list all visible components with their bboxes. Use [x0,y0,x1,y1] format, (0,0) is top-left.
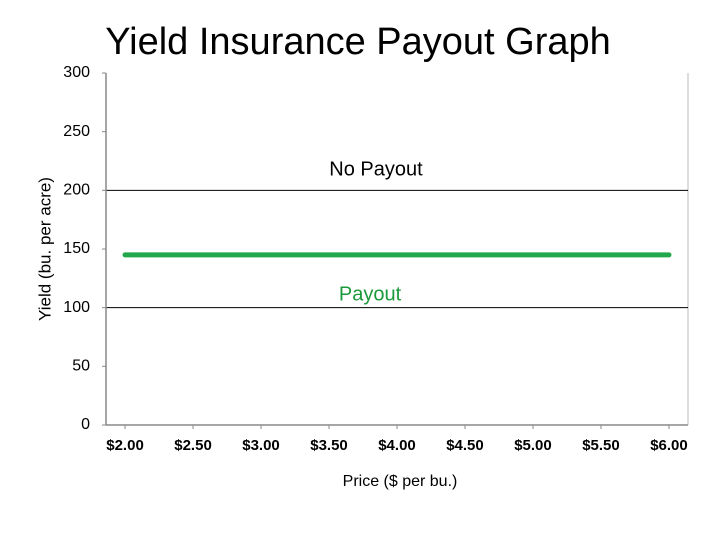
y-tick-label: 0 [81,416,90,433]
y-axis-label: Yield (bu. per acre) [35,177,54,321]
y-tick-label: 50 [72,358,90,375]
annotation: Payout [339,283,402,305]
y-tick-label: 150 [63,240,90,257]
x-tick-label: $3.50 [310,437,348,454]
y-tick-label: 200 [63,182,90,199]
y-tick-label: 100 [63,299,90,316]
x-tick-label: $5.00 [514,437,552,454]
y-tick-label: 300 [63,64,90,81]
x-axis-label: Price ($ per bu.) [343,473,458,490]
x-tick-label: $3.00 [242,437,280,454]
x-tick-label: $5.50 [582,437,620,454]
x-tick-label: $2.00 [106,437,144,454]
x-tick-label: $2.50 [174,437,212,454]
annotation: No Payout [329,158,423,180]
x-tick-label: $4.00 [378,437,416,454]
x-tick-label: $6.00 [650,437,688,454]
chart-title: Yield Insurance Payout Graph [105,21,611,63]
x-tick-label: $4.50 [446,437,484,454]
y-tick-label: 250 [63,123,90,140]
